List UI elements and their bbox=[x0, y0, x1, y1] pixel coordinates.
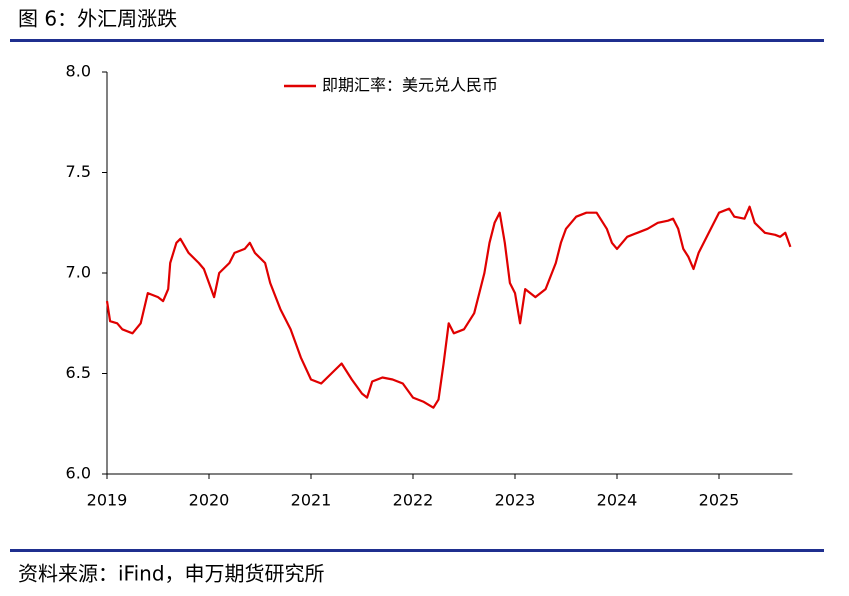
x-tick-label: 2022 bbox=[393, 491, 434, 510]
header-rule bbox=[10, 39, 824, 42]
y-tick-label: 7.0 bbox=[66, 263, 91, 282]
x-tick-label: 2019 bbox=[87, 491, 128, 510]
source-note: 资料来源：iFind，申万期货研究所 bbox=[18, 562, 325, 586]
legend-label: 即期汇率：美元兑人民币 bbox=[322, 76, 498, 95]
series-line bbox=[105, 205, 792, 409]
x-tick-label: 2020 bbox=[189, 491, 230, 510]
x-tick-label: 2021 bbox=[291, 491, 332, 510]
y-tick-label: 6.0 bbox=[66, 464, 91, 483]
x-tick-label: 2023 bbox=[495, 491, 536, 510]
y-tick-label: 8.0 bbox=[66, 62, 91, 81]
x-tick-label: 2024 bbox=[597, 491, 638, 510]
y-tick-label: 7.5 bbox=[66, 162, 91, 181]
y-tick-label: 6.5 bbox=[66, 363, 91, 382]
footer-rule bbox=[10, 549, 824, 552]
x-tick-label: 2025 bbox=[699, 491, 740, 510]
figure-title: 图 6：外汇周涨跌 bbox=[18, 7, 177, 31]
